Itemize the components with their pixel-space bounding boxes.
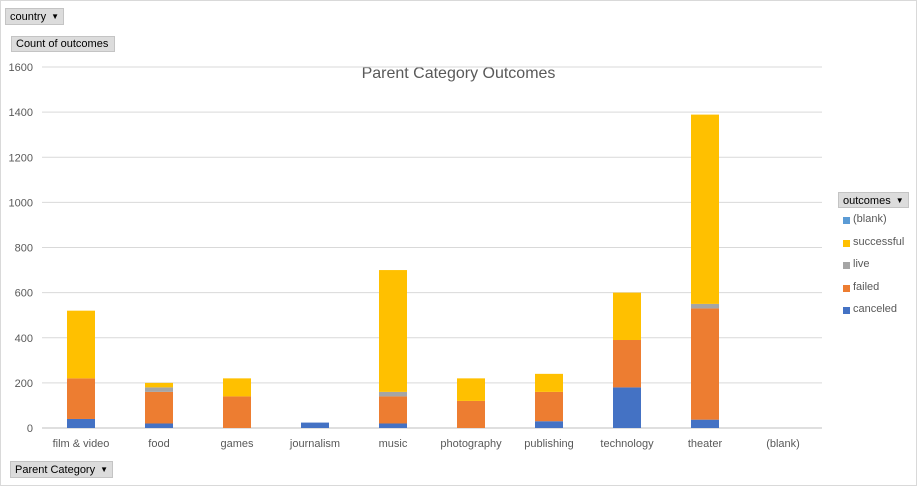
y-tick-label: 1600 bbox=[9, 62, 33, 74]
bar-segment-successful bbox=[691, 114, 719, 304]
bar-segment-live bbox=[691, 303, 719, 309]
bar-segment-failed bbox=[145, 391, 173, 424]
outcomes-filter-label: outcomes bbox=[843, 195, 891, 207]
bar-segment-failed bbox=[67, 378, 95, 419]
value-field-button[interactable]: Count of outcomes bbox=[11, 36, 116, 52]
outcomes-filter-button[interactable]: outcomes ▼ bbox=[838, 192, 909, 208]
dropdown-arrow-icon: ▼ bbox=[51, 12, 59, 21]
legend-label: canceled bbox=[853, 303, 898, 316]
bar-segment-canceled bbox=[613, 387, 641, 428]
bar-segment-successful bbox=[145, 382, 173, 388]
y-tick-label: 600 bbox=[15, 288, 33, 300]
y-tick-label: 1000 bbox=[9, 197, 33, 209]
bar-segment-canceled bbox=[691, 419, 719, 428]
legend-label: failed bbox=[853, 280, 880, 293]
y-tick-label: 0 bbox=[27, 423, 33, 435]
x-tick-label: (blank) bbox=[766, 438, 800, 450]
x-tick-label: journalism bbox=[289, 438, 340, 450]
y-tick-label: 1200 bbox=[9, 152, 33, 164]
bar-segment-successful bbox=[535, 373, 563, 392]
x-tick-label: games bbox=[220, 438, 254, 450]
y-tick-label: 400 bbox=[15, 333, 33, 345]
bar-segment-canceled bbox=[379, 423, 407, 428]
legend-swatch bbox=[843, 284, 850, 292]
y-tick-label: 200 bbox=[15, 378, 33, 390]
x-tick-label: theater bbox=[688, 438, 723, 450]
legend-label: (blank) bbox=[853, 213, 887, 225]
bar-segment-successful bbox=[379, 270, 407, 392]
bar-segment-canceled bbox=[145, 423, 173, 428]
bar-segment-canceled bbox=[535, 421, 563, 428]
legend-swatch bbox=[843, 262, 850, 270]
parent-category-filter-button[interactable]: Parent Category ▼ bbox=[10, 461, 114, 478]
chart-title: Parent Category Outcomes bbox=[361, 65, 556, 82]
x-tick-label: music bbox=[379, 438, 408, 450]
bar-segment-live bbox=[145, 387, 173, 392]
bar-segment-failed bbox=[223, 396, 251, 428]
x-tick-label: film & video bbox=[53, 438, 110, 450]
dropdown-arrow-icon: ▼ bbox=[895, 196, 904, 205]
bar-segment-failed bbox=[613, 340, 641, 388]
legend-swatch bbox=[843, 239, 850, 247]
country-filter-label: country bbox=[10, 11, 47, 23]
bar-segment-failed bbox=[457, 400, 485, 428]
dropdown-arrow-icon: ▼ bbox=[100, 465, 109, 474]
bar-segment-successful bbox=[613, 292, 641, 341]
value-field-label: Count of outcomes bbox=[16, 38, 109, 50]
x-tick-label: publishing bbox=[524, 438, 574, 450]
legend-swatch bbox=[843, 217, 850, 224]
bar-segment-failed bbox=[535, 391, 563, 422]
bar-segment-canceled bbox=[301, 422, 329, 428]
y-tick-label: 1400 bbox=[9, 107, 33, 119]
bar-segment-failed bbox=[379, 396, 407, 424]
x-tick-label: photography bbox=[440, 438, 502, 450]
legend-label: live bbox=[853, 258, 870, 271]
bar-segment-live bbox=[379, 391, 407, 397]
bar-segment-failed bbox=[691, 308, 719, 420]
bar-segment-successful bbox=[457, 378, 485, 401]
legend-label: successful bbox=[853, 235, 905, 248]
parent-category-filter-label: Parent Category bbox=[15, 464, 96, 476]
bar-segment-canceled bbox=[67, 418, 95, 428]
x-tick-label: food bbox=[148, 438, 169, 450]
country-filter-button[interactable]: country ▼ bbox=[5, 8, 64, 25]
x-tick-label: technology bbox=[600, 438, 654, 450]
legend-swatch bbox=[843, 307, 850, 315]
bar-segment-successful bbox=[223, 378, 251, 397]
bar-segment-successful bbox=[67, 310, 95, 379]
y-tick-label: 800 bbox=[15, 243, 33, 255]
